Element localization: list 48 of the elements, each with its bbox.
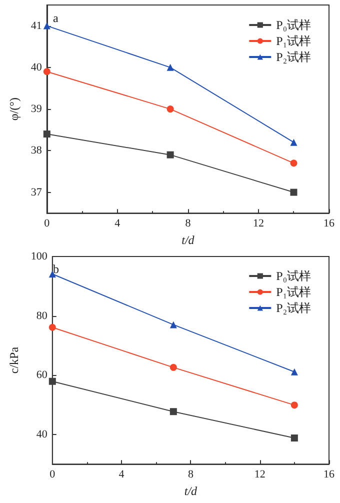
x-axis-title: t/d	[184, 484, 198, 498]
x-tick-label: 12	[252, 218, 264, 230]
x-tick-label: 4	[114, 218, 121, 230]
point	[43, 68, 50, 76]
point	[43, 22, 50, 30]
legend-label: P₂试样	[276, 50, 311, 64]
y-axis-title: φ/(°)	[7, 98, 21, 121]
x-tick-label: 0	[50, 468, 56, 481]
point	[290, 368, 298, 376]
legend-label: P₀试样	[276, 269, 311, 283]
y-tick-label: 80	[36, 310, 48, 322]
y-tick-label: 41	[30, 20, 42, 32]
y-tick-label: 40	[30, 61, 42, 74]
legend-label: P₀试样	[276, 18, 311, 32]
y-tick-label: 40	[36, 428, 48, 440]
x-tick-label: 16	[324, 468, 335, 481]
y-axis-title: c/kPa	[7, 346, 21, 374]
point	[170, 408, 177, 416]
point	[166, 151, 174, 158]
x-tick-label: 16	[324, 218, 335, 230]
y-tick-label: 60	[36, 369, 48, 382]
point	[43, 130, 50, 138]
point	[166, 106, 174, 113]
point	[290, 402, 298, 409]
point	[170, 321, 177, 328]
text: b	[53, 262, 59, 276]
point	[170, 364, 177, 371]
x-tick-label: 12	[254, 468, 266, 481]
y-tick-label: 39	[30, 103, 42, 116]
point	[290, 160, 298, 167]
point	[290, 434, 298, 442]
point	[166, 64, 174, 71]
legend-label: P₁试样	[276, 34, 311, 48]
y-tick-label: 37	[30, 186, 42, 198]
point	[290, 138, 298, 146]
point	[48, 324, 56, 331]
x-tick-label: 8	[185, 218, 192, 230]
y-tick-label: 100	[30, 250, 48, 262]
text: a	[53, 11, 59, 25]
x-tick-label: 0	[44, 218, 50, 230]
y-tick-label: 38	[30, 144, 42, 157]
point	[48, 378, 56, 385]
legend-label: P₁试样	[276, 285, 311, 299]
point	[290, 188, 298, 196]
x-tick-label: 8	[188, 468, 194, 481]
legend-label: P₂试样	[276, 301, 311, 315]
x-tick-label: 4	[118, 468, 125, 481]
x-axis-title: t/d	[182, 233, 196, 247]
